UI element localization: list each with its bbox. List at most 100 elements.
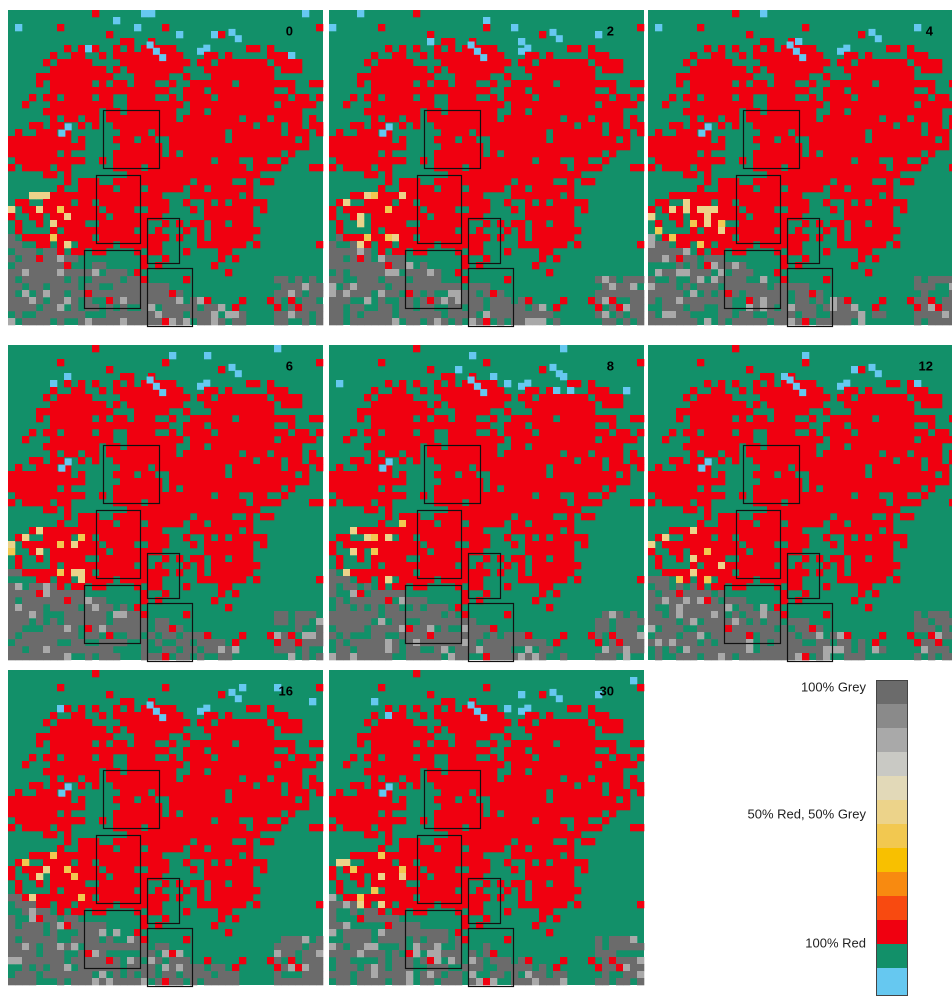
- map-cell: [788, 80, 795, 87]
- map-cell: [746, 304, 753, 311]
- map-cell: [732, 318, 739, 325]
- map-cell: [329, 632, 336, 639]
- map-cell: [711, 213, 718, 220]
- map-cell: [413, 269, 420, 276]
- map-cell: [781, 129, 788, 136]
- map-cell: [427, 108, 434, 115]
- map-cell: [616, 290, 623, 297]
- map-cell: [637, 304, 644, 311]
- map-cell: [127, 457, 134, 464]
- map-cell: [43, 443, 50, 450]
- map-cell: [211, 136, 218, 143]
- map-cell: [823, 248, 830, 255]
- map-cell: [469, 513, 476, 520]
- map-cell: [239, 408, 246, 415]
- map-cell: [364, 283, 371, 290]
- map-cell: [725, 297, 732, 304]
- map-cell: [385, 471, 392, 478]
- map-cell: [64, 625, 71, 632]
- map-cell: [711, 94, 718, 101]
- map-cell: [176, 653, 183, 660]
- map-cell: [809, 290, 816, 297]
- map-cell: [78, 457, 85, 464]
- map-cell: [281, 157, 288, 164]
- map-cell: [218, 548, 225, 555]
- map-cell: [497, 304, 504, 311]
- map-cell: [886, 199, 893, 206]
- map-cell: [378, 555, 385, 562]
- map-cell: [476, 520, 483, 527]
- map-cell: [350, 471, 357, 478]
- map-cell: [595, 52, 602, 59]
- map-cell: [71, 408, 78, 415]
- map-cell: [511, 157, 518, 164]
- map-cell: [399, 101, 406, 108]
- map-cell: [274, 611, 281, 618]
- map-cell: [406, 234, 413, 241]
- map-cell: [36, 262, 43, 269]
- map-cell: [788, 164, 795, 171]
- map-cell: [36, 471, 43, 478]
- map-cell: [378, 164, 385, 171]
- map-cell: [155, 248, 162, 255]
- map-cell: [113, 422, 120, 429]
- map-cell: [43, 290, 50, 297]
- map-cell: [669, 248, 676, 255]
- map-cell: [462, 178, 469, 185]
- map-cell: [85, 192, 92, 199]
- map-cell: [718, 220, 725, 227]
- map-cell: [532, 164, 539, 171]
- map-cell: [655, 150, 662, 157]
- map-cell: [655, 248, 662, 255]
- map-cell: [809, 66, 816, 73]
- map-cell: [662, 136, 669, 143]
- map-cell: [155, 192, 162, 199]
- map-cell: [211, 101, 218, 108]
- map-cell: [36, 283, 43, 290]
- map-cell: [316, 415, 323, 422]
- map-cell: [371, 555, 378, 562]
- map-cell: [78, 87, 85, 94]
- map-cell: [120, 527, 127, 534]
- map-cell: [942, 297, 949, 304]
- map-cell: [162, 646, 169, 653]
- map-cell: [281, 450, 288, 457]
- map-cell: [823, 157, 830, 164]
- map-cell: [760, 136, 767, 143]
- map-cell: [29, 297, 36, 304]
- map-cell: [795, 108, 802, 115]
- map-cell: [683, 94, 690, 101]
- map-cell: [385, 590, 392, 597]
- map-cell: [57, 555, 64, 562]
- map-cell: [127, 129, 134, 136]
- map-cell: [253, 471, 260, 478]
- map-cell: [364, 583, 371, 590]
- map-cell: [378, 583, 385, 590]
- map-cell: [697, 59, 704, 66]
- map-cell: [364, 534, 371, 541]
- map-cell: [392, 450, 399, 457]
- map-cell: [448, 171, 455, 178]
- map-cell: [274, 52, 281, 59]
- map-cell: [413, 192, 420, 199]
- map-cell: [232, 534, 239, 541]
- map-cell: [546, 227, 553, 234]
- map-cell: [99, 87, 106, 94]
- map-cell: [392, 94, 399, 101]
- map-cell: [43, 590, 50, 597]
- map-cell: [50, 73, 57, 80]
- map-cell: [85, 632, 92, 639]
- map-cell: [760, 227, 767, 234]
- map-cell: [99, 604, 106, 611]
- map-cell: [239, 401, 246, 408]
- map-cell: [483, 115, 490, 122]
- map-cell: [690, 213, 697, 220]
- map-cell: [106, 450, 113, 457]
- map-cell: [211, 66, 218, 73]
- map-cell: [85, 108, 92, 115]
- map-cell: [753, 45, 760, 52]
- map-cell: [448, 108, 455, 115]
- map-cell: [92, 632, 99, 639]
- map-cell: [29, 213, 36, 220]
- map-cell: [218, 171, 225, 178]
